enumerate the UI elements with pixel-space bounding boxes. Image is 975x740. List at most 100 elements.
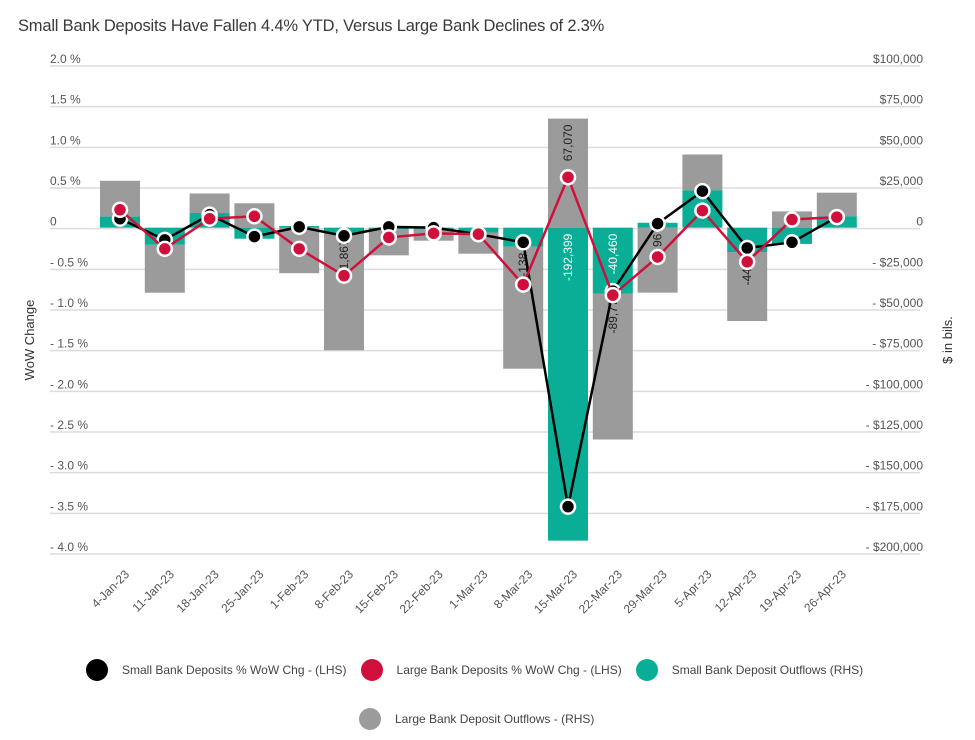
point-large-bank-wow bbox=[694, 202, 711, 219]
left-tick-label: - 2.0 % bbox=[50, 377, 88, 391]
bar-large-bank-outflow bbox=[189, 193, 230, 214]
right-tick-label: $25,000 bbox=[880, 174, 924, 188]
point-small-bank-wow bbox=[335, 227, 353, 245]
x-tick-label: 12-Apr-23 bbox=[712, 567, 760, 615]
x-tick-label: 29-Mar-23 bbox=[621, 567, 670, 616]
right-tick-label: - $175,000 bbox=[866, 499, 924, 513]
x-tick-label: 1-Mar-23 bbox=[446, 567, 491, 612]
point-large-bank-wow bbox=[559, 168, 577, 186]
right-tick-label: $100,000 bbox=[873, 52, 923, 66]
x-tick-label: 8-Mar-23 bbox=[491, 567, 536, 612]
right-tick-label: - $125,000 bbox=[866, 418, 924, 432]
bar-large-bank-outflow bbox=[592, 293, 633, 440]
legend-label: Small Bank Deposits % WoW Chg - (LHS) bbox=[122, 663, 347, 677]
point-small-bank-wow bbox=[246, 228, 263, 245]
x-tick-label: 22-Mar-23 bbox=[576, 567, 625, 616]
x-tick-label: 11-Jan-23 bbox=[129, 567, 177, 615]
legend-swatch-icon bbox=[360, 659, 383, 681]
x-tick-label: 15-Mar-23 bbox=[531, 567, 580, 616]
legend-item-small-bank-outflows[interactable]: Small Bank Deposit Outflows (RHS) bbox=[635, 659, 864, 681]
left-tick-label: 1.0 % bbox=[50, 133, 81, 147]
x-tick-label: 15-Feb-23 bbox=[352, 567, 401, 616]
legend-label: Small Bank Deposit Outflows (RHS) bbox=[671, 663, 864, 677]
data-label: -40,460 bbox=[606, 233, 620, 274]
point-large-bank-wow bbox=[201, 210, 218, 227]
legend-item-small-bank-wow[interactable]: Small Bank Deposits % WoW Chg - (LHS) bbox=[86, 659, 347, 681]
x-tick-label: 25-Jan-23 bbox=[218, 567, 266, 615]
data-label: 67,070 bbox=[561, 124, 575, 161]
legend-item-large-bank-wow[interactable]: Large Bank Deposits % WoW Chg - (LHS) bbox=[360, 659, 622, 681]
point-large-bank-wow bbox=[246, 208, 263, 225]
right-axis-ticks: $100,000 $75,000 $50,000 $25,000 0 - $25,000 -… bbox=[866, 52, 924, 554]
legend-swatch-icon bbox=[635, 659, 658, 681]
legend-swatch-icon bbox=[86, 659, 108, 681]
right-tick-label: - $100,000 bbox=[866, 377, 924, 391]
right-tick-label: - $75,000 bbox=[872, 337, 923, 351]
x-tick-label: 22-Feb-23 bbox=[397, 567, 446, 616]
x-tick-label: 26-Apr-23 bbox=[801, 567, 849, 615]
point-large-bank-wow bbox=[470, 225, 487, 243]
left-axis-title: WoW Change bbox=[22, 300, 37, 381]
bar-small-bank-outflow bbox=[548, 227, 588, 541]
point-small-bank-wow bbox=[649, 215, 666, 232]
point-large-bank-wow bbox=[156, 240, 174, 258]
legend-item-large-bank-outflows[interactable]: Large Bank Deposit Outflows - (RHS) bbox=[359, 708, 594, 730]
left-tick-label: - 1.0 % bbox=[50, 296, 88, 310]
left-tick-label: - 3.0 % bbox=[50, 459, 88, 473]
right-tick-label: - $150,000 bbox=[866, 459, 924, 473]
data-label: -192,399 bbox=[561, 233, 575, 281]
point-small-bank-wow bbox=[559, 498, 577, 515]
bar-large-bank-outflow bbox=[458, 232, 499, 254]
point-large-bank-wow bbox=[783, 211, 801, 228]
left-tick-label: 2.0 % bbox=[50, 52, 81, 66]
left-tick-label: 0 bbox=[50, 215, 57, 229]
x-tick-label: 1-Feb-23 bbox=[267, 567, 312, 612]
x-tick-label: 4-Jan-23 bbox=[89, 567, 133, 611]
x-tick-label: 18-Jan-23 bbox=[174, 567, 222, 615]
point-large-bank-wow bbox=[290, 240, 308, 258]
lines bbox=[111, 168, 846, 515]
left-tick-label: - 4.0 % bbox=[50, 540, 88, 554]
point-small-bank-wow bbox=[514, 234, 532, 251]
chart-title: Small Bank Deposits Have Fallen 4.4% YTD… bbox=[18, 17, 605, 35]
point-small-bank-wow bbox=[738, 239, 756, 257]
bar-large-bank-outflow bbox=[503, 246, 544, 369]
point-large-bank-wow bbox=[738, 253, 756, 271]
chart-area: 2.0 % 1.5 % 1.0 % 0.5 % 0 - 0.5 % - 1.0 % - 1.5… bbox=[22, 52, 955, 616]
right-tick-label: $50,000 bbox=[880, 133, 924, 147]
point-small-bank-wow bbox=[290, 218, 308, 236]
bar-large-bank-outflow bbox=[816, 192, 857, 217]
legend-label: Large Bank Deposit Outflows - (RHS) bbox=[395, 712, 595, 726]
x-tick-label: 5-Apr-23 bbox=[672, 567, 715, 610]
right-tick-label: - $50,000 bbox=[872, 296, 923, 310]
left-tick-label: 0.5 % bbox=[50, 174, 81, 188]
gridlines bbox=[50, 65, 920, 555]
legend-swatch-icon bbox=[359, 708, 381, 730]
legend-label: Large Bank Deposits % WoW Chg - (LHS) bbox=[396, 663, 622, 677]
legend-row-2: Large Bank Deposit Outflows - (RHS) bbox=[359, 708, 608, 730]
right-tick-label: - $25,000 bbox=[872, 255, 923, 269]
point-large-bank-wow bbox=[514, 276, 532, 293]
left-tick-label: - 3.5 % bbox=[50, 499, 88, 513]
point-large-bank-wow bbox=[649, 248, 666, 266]
point-large-bank-wow bbox=[604, 286, 622, 304]
point-small-bank-wow bbox=[694, 182, 711, 200]
left-tick-label: 1.5 % bbox=[50, 93, 81, 107]
bars bbox=[100, 118, 857, 541]
point-large-bank-wow bbox=[425, 225, 442, 242]
point-large-bank-wow bbox=[380, 229, 398, 246]
point-large-bank-wow bbox=[111, 201, 129, 219]
x-tick-label: 8-Feb-23 bbox=[312, 567, 357, 612]
bar-large-bank-outflow bbox=[324, 233, 364, 351]
left-axis-ticks: 2.0 % 1.5 % 1.0 % 0.5 % 0 - 0.5 % - 1.0 % - 1.5… bbox=[50, 52, 88, 554]
x-tick-label: 19-Apr-23 bbox=[756, 567, 804, 615]
right-axis-title: $ in bils. bbox=[940, 316, 955, 364]
right-tick-label: $75,000 bbox=[880, 93, 924, 107]
left-tick-label: - 1.5 % bbox=[50, 337, 88, 351]
right-tick-label: - $200,000 bbox=[866, 540, 924, 554]
point-large-bank-wow bbox=[828, 208, 846, 226]
left-tick-label: - 0.5 % bbox=[50, 255, 88, 269]
right-tick-label: 0 bbox=[916, 215, 923, 229]
left-tick-label: - 2.5 % bbox=[50, 418, 88, 432]
